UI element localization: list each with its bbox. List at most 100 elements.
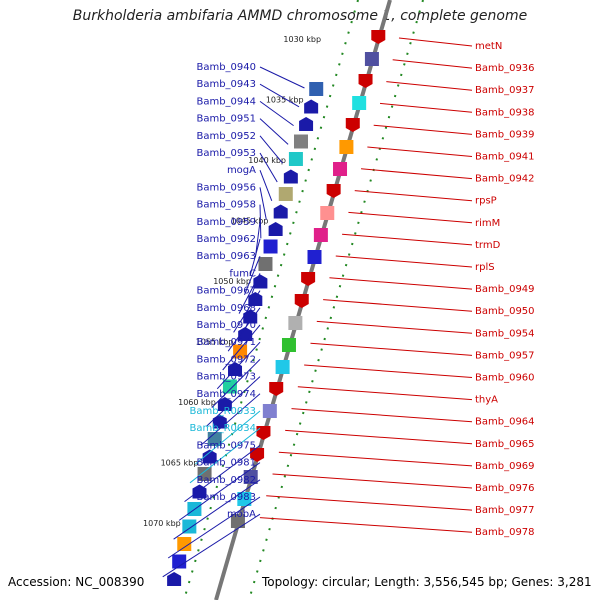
left-gene-label: Bamb_0981 <box>196 458 256 469</box>
right-leader-line <box>285 429 473 445</box>
left-leader-line <box>178 462 261 521</box>
right-leader-line <box>373 124 473 135</box>
right-leader-line <box>392 59 473 69</box>
left-leader-line <box>259 187 267 220</box>
left-gene-label: Bamb_0967 <box>196 286 256 297</box>
forward-gene-arrow <box>283 169 298 184</box>
left-leader-line <box>227 307 261 352</box>
forward-gene-box <box>197 467 212 481</box>
left-leader-line <box>216 341 261 390</box>
right-leader-line <box>354 190 473 202</box>
reverse-gene-box <box>288 316 303 330</box>
right-gene-label: Bamb_0976 <box>475 483 535 494</box>
right-gene-label: trmD <box>475 240 501 251</box>
scale-label: 1065 kbp <box>161 459 199 468</box>
right-leader-line <box>379 102 473 113</box>
right-gene-label: Bamb_0942 <box>475 174 535 185</box>
right-gene-label: Bamb_0960 <box>475 373 535 384</box>
scale-label: 1055 kbp <box>196 338 234 347</box>
right-leader-line <box>342 233 473 246</box>
forward-gene-box <box>222 379 237 394</box>
forward-gene-box <box>207 432 222 446</box>
left-leader-line <box>259 66 305 89</box>
map-title: Burkholderia ambifaria AMMD chromosome 1… <box>72 8 528 24</box>
right-gene-label: Bamb_0949 <box>475 284 535 295</box>
right-leader-line <box>348 211 473 224</box>
right-gene-label: Bamb_0936 <box>475 63 535 74</box>
right-leader-line <box>310 342 473 356</box>
left-gene-label: Bamb_0972 <box>196 354 256 365</box>
scale-label: 1045 kbp <box>231 217 269 226</box>
right-gene-label: rimM <box>475 218 500 229</box>
right-gene-label: Bamb_0965 <box>475 439 535 450</box>
reverse-gene-box <box>307 250 322 264</box>
left-gene-label: mobA <box>227 509 256 520</box>
scale-label: 1030 kbp <box>283 35 321 44</box>
right-leader-line <box>398 37 473 47</box>
right-gene-label: Bamb_0978 <box>475 527 535 538</box>
left-gene-label: Bamb_0973 <box>196 372 256 383</box>
reverse-gene-box <box>281 338 296 352</box>
right-gene-label: Bamb_0954 <box>475 328 535 339</box>
scale-label: 1035 kbp <box>266 96 304 105</box>
left-gene-label: Bamb_0940 <box>196 62 256 73</box>
reverse-gene-arrow <box>256 426 271 440</box>
left-gene-label: Bamb_0971 <box>196 337 256 348</box>
left-leader-line <box>211 359 261 408</box>
reverse-gene-box <box>364 52 379 66</box>
forward-gene-arrow <box>304 99 319 114</box>
right-leader-line <box>361 168 473 180</box>
reverse-gene-box <box>230 514 245 528</box>
left-gene-label: Bamb_0962 <box>196 234 256 245</box>
forward-gene-arrow <box>268 222 283 236</box>
left-leader-line <box>249 238 261 277</box>
topology-text: Topology: circular; Length: 3,556,545 bp… <box>262 575 592 589</box>
left-gene-label: Bamb_0975 <box>196 440 256 451</box>
scale-label: 1040 kbp <box>248 156 286 165</box>
left-leader-line <box>173 479 261 540</box>
right-leader-line <box>278 451 473 467</box>
right-leader-line <box>367 146 473 157</box>
reverse-gene-arrow <box>269 382 284 396</box>
scale-label: 1070 kbp <box>143 519 181 528</box>
reverse-gene-box <box>333 162 348 176</box>
reverse-gene-box <box>237 492 252 506</box>
left-leader-line <box>195 410 261 465</box>
scale-label: 1050 kbp <box>213 277 251 286</box>
forward-gene-box <box>293 134 308 149</box>
reverse-gene-arrow <box>301 272 316 286</box>
outer-tick-track <box>248 0 424 600</box>
left-gene-label: Bamb_0944 <box>196 96 256 107</box>
left-leader-line <box>259 152 278 183</box>
right-leader-line <box>316 320 473 334</box>
forward-gene-arrow <box>248 292 263 306</box>
right-gene-label: Bamb_0937 <box>475 85 535 96</box>
left-leader-line <box>200 393 261 446</box>
forward-gene-box <box>177 537 192 551</box>
right-leader-line <box>297 386 473 401</box>
left-gene-label: Bamb_0970 <box>196 320 256 331</box>
right-leader-line <box>335 255 473 268</box>
left-gene-label: Bamb_0943 <box>196 79 256 90</box>
left-gene-label: fumC <box>229 268 256 279</box>
forward-gene-box <box>258 257 273 271</box>
left-leader-line <box>222 324 261 371</box>
right-leader-line <box>323 299 473 312</box>
left-leader-line <box>233 290 261 333</box>
left-gene-label: Bamb_R0033 <box>190 406 256 417</box>
left-leader-line <box>259 100 294 127</box>
left-gene-label: Bamb_0953 <box>196 148 256 159</box>
reverse-gene-arrow <box>371 30 386 44</box>
left-gene-label: mogA <box>227 165 256 176</box>
reverse-gene-box <box>352 96 367 110</box>
right-leader-line <box>386 81 473 91</box>
left-leader-line <box>189 427 261 484</box>
right-gene-label: Bamb_0969 <box>475 461 535 472</box>
left-gene-label: Bamb_0959 <box>196 217 256 228</box>
left-gene-label: Bamb_0958 <box>196 200 256 211</box>
right-gene-label: Bamb_0938 <box>475 107 535 118</box>
left-gene-label: Bamb_0952 <box>196 131 256 142</box>
reverse-gene-arrow <box>358 74 373 88</box>
left-leader-line <box>184 444 261 503</box>
